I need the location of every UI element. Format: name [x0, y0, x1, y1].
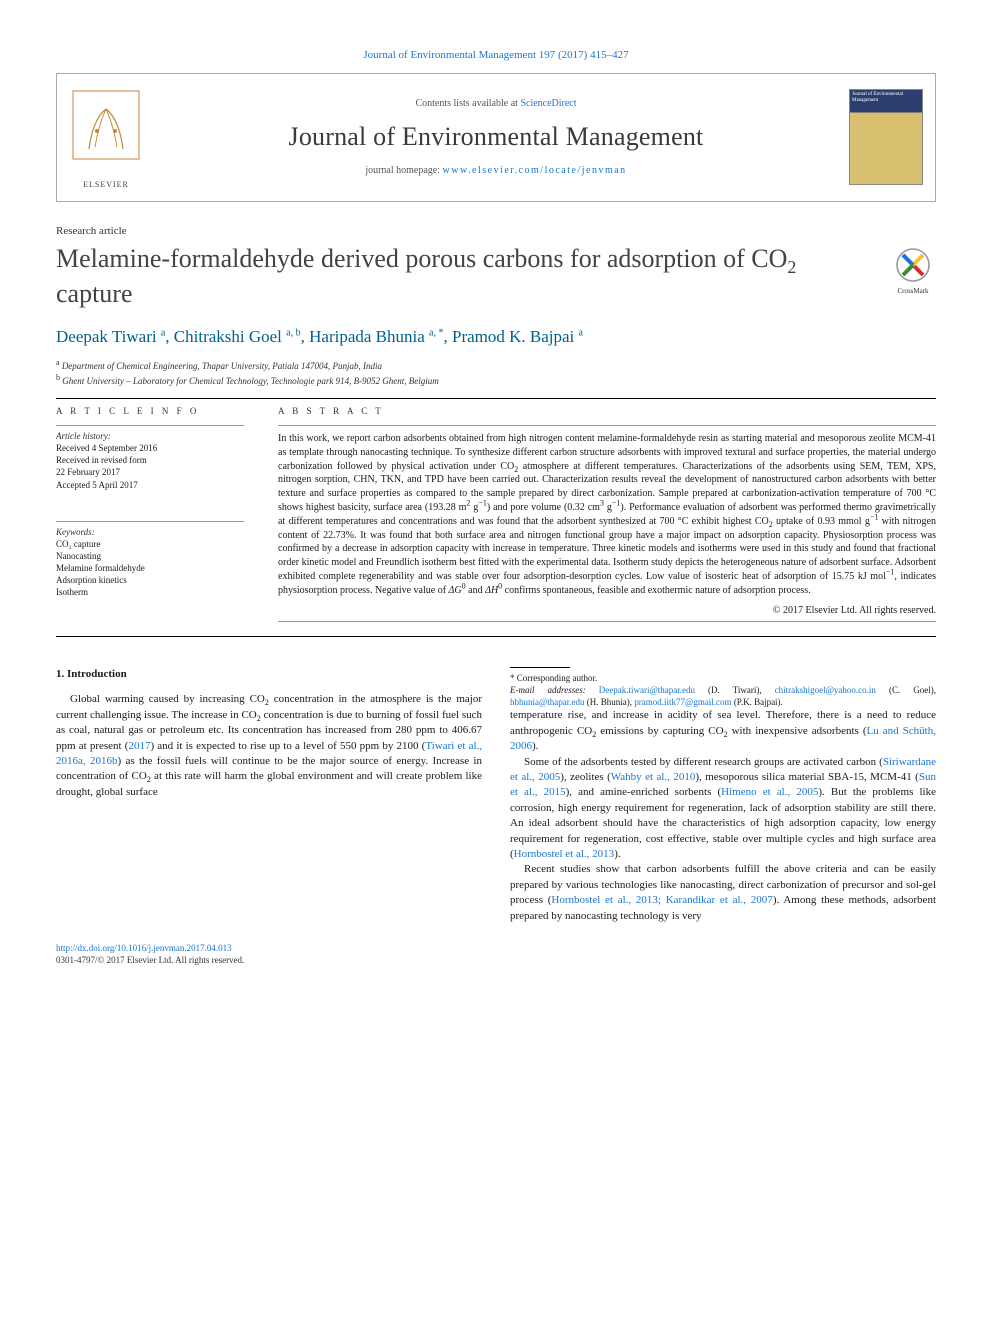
journal-homepage: journal homepage: www.elsevier.com/locat… [143, 164, 849, 178]
journal-header: ELSEVIER Contents lists available at Sci… [56, 73, 936, 202]
elsevier-wordmark: ELSEVIER [69, 180, 143, 191]
abstract-copyright: © 2017 Elsevier Ltd. All rights reserved… [278, 604, 936, 618]
article-type: Research article [56, 224, 936, 239]
body-paragraph: Recent studies show that carbon adsorben… [510, 862, 936, 924]
page-footer: http://dx.doi.org/10.1016/j.jenvman.2017… [56, 942, 936, 966]
corresponding-author-note: * Corresponding author. [510, 672, 936, 684]
footnotes: * Corresponding author. E-mail addresses… [510, 667, 936, 708]
keyword: Melamine formaldehyde [56, 562, 244, 574]
crossmark-badge[interactable]: CrossMark [890, 247, 936, 297]
keyword: CO₂ capture [56, 538, 244, 550]
keyword: Nanocasting [56, 550, 244, 562]
issn-copyright: 0301-4797/© 2017 Elsevier Ltd. All right… [56, 955, 244, 965]
abstract-text: In this work, we report carbon adsorbent… [278, 432, 936, 598]
article-info-sidebar: A R T I C L E I N F O Article history: R… [56, 405, 244, 622]
homepage-link[interactable]: www.elsevier.com/locate/jenvman [443, 165, 627, 176]
section-heading: 1. Introduction [56, 667, 482, 682]
sciencedirect-link[interactable]: ScienceDirect [520, 98, 576, 109]
abstract-block: A B S T R A C T In this work, we report … [278, 405, 936, 622]
paper-title: Melamine-formaldehyde derived porous car… [56, 243, 874, 311]
author-list: Deepak Tiwari a, Chitrakshi Goel a, b, H… [56, 325, 936, 349]
journal-cover-thumb: Journal of Environmental Management [849, 89, 923, 185]
article-body: 1. Introduction Global warming caused by… [56, 667, 936, 924]
body-paragraph: temperature rise, and increase in acidit… [510, 708, 936, 754]
journal-citation: Journal of Environmental Management 197 … [56, 48, 936, 63]
keywords-label: Keywords: [56, 526, 244, 538]
body-paragraph: Global warming caused by increasing CO2 … [56, 692, 482, 800]
contents-available: Contents lists available at ScienceDirec… [143, 97, 849, 111]
body-paragraph: Some of the adsorbents tested by differe… [510, 755, 936, 863]
elsevier-logo: ELSEVIER [69, 84, 143, 191]
keyword: Isotherm [56, 586, 244, 598]
affiliations: a Department of Chemical Engineering, Th… [56, 357, 936, 388]
abstract-heading: A B S T R A C T [278, 405, 936, 417]
keyword: Adsorption kinetics [56, 574, 244, 586]
journal-name: Journal of Environmental Management [143, 119, 849, 154]
doi-link[interactable]: http://dx.doi.org/10.1016/j.jenvman.2017… [56, 943, 232, 953]
article-info-heading: A R T I C L E I N F O [56, 405, 244, 417]
article-history-label: Article history: [56, 430, 244, 442]
